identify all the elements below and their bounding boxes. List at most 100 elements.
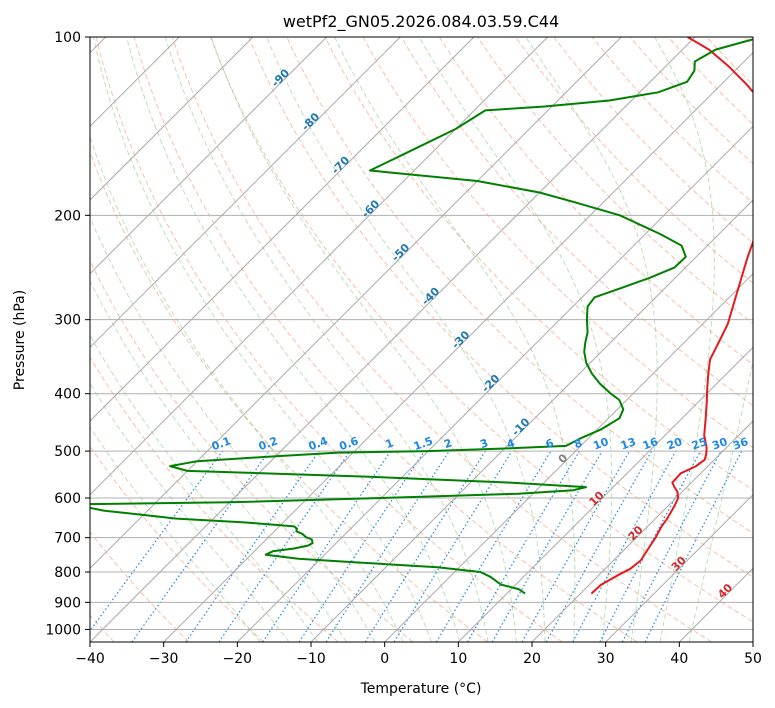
isotherm-line bbox=[236, 125, 753, 642]
dry-adiabat-line bbox=[210, 37, 753, 623]
mixing-ratio-label: 8 bbox=[572, 436, 584, 451]
moist-adiabat-line bbox=[266, 37, 546, 642]
isotherm-line bbox=[531, 420, 753, 642]
isobar-grid bbox=[90, 37, 753, 630]
isotherm-line bbox=[90, 37, 549, 496]
moist-adiabats bbox=[90, 37, 753, 642]
x-tick-label: −20 bbox=[223, 651, 253, 667]
chart-title: wetPf2_GN05.2026.084.03.59.C44 bbox=[283, 12, 559, 32]
moist-adiabat-line bbox=[525, 37, 658, 642]
dry-adiabat-line bbox=[90, 356, 339, 642]
mixing-ratio-label: 36 bbox=[731, 435, 750, 453]
y-tick-label: 1000 bbox=[45, 622, 81, 638]
moist-adiabat-line bbox=[90, 215, 376, 642]
mixing-ratio-line bbox=[185, 450, 320, 642]
mixing-ratio-label: 4 bbox=[505, 436, 517, 451]
dry-adiabat-line bbox=[324, 37, 753, 491]
moist-adiabat-line bbox=[164, 37, 489, 642]
isotherm-line bbox=[384, 272, 753, 642]
isotherm-line bbox=[310, 199, 753, 642]
dry-adiabat-line bbox=[438, 37, 753, 366]
mixing-ratio-label: 0.4 bbox=[307, 434, 330, 453]
dry-adiabat-line bbox=[133, 37, 638, 642]
mixing-ratio-label: 3 bbox=[478, 436, 490, 451]
x-tick-label: 0 bbox=[380, 651, 389, 667]
mixing-ratio-label: 0.1 bbox=[210, 434, 233, 453]
x-tick-label: 20 bbox=[523, 651, 541, 667]
dry-adiabat-line bbox=[591, 37, 753, 204]
temperature-profile-line bbox=[590, 37, 753, 595]
mixing-ratio-line bbox=[435, 450, 552, 642]
moist-adiabat-line bbox=[90, 382, 290, 642]
y-tick-label: 400 bbox=[54, 387, 81, 403]
x-tick-label: 40 bbox=[670, 651, 688, 667]
mixing-ratio-line bbox=[325, 450, 450, 642]
dry-adiabat-line bbox=[90, 259, 414, 642]
mixing-ratio-label: 1.5 bbox=[412, 434, 435, 453]
moist-adiabat-line bbox=[90, 135, 404, 642]
x-tick-label: −10 bbox=[296, 651, 326, 667]
dry-adiabat-line bbox=[95, 37, 563, 642]
mixing-ratio-label: 1 bbox=[384, 436, 396, 451]
mixing-ratio-line bbox=[466, 450, 580, 642]
moist-adiabat-line bbox=[654, 37, 715, 642]
x-tick-label: 50 bbox=[744, 651, 762, 667]
isotherm-line bbox=[90, 37, 696, 642]
dry-adiabat-line bbox=[171, 37, 712, 642]
mixing-ratio-label: 30 bbox=[710, 435, 729, 453]
mixing-ratio-label: 20 bbox=[665, 435, 684, 453]
mixing-ratio-line bbox=[90, 450, 223, 632]
isotherm-line bbox=[90, 37, 475, 422]
mixing-ratio-line bbox=[131, 450, 270, 642]
y-tick-label: 100 bbox=[54, 30, 81, 46]
mixing-ratio-line bbox=[491, 450, 603, 642]
mixing-ratio-line bbox=[364, 450, 486, 642]
mixing-ratio-label: 10 bbox=[591, 435, 610, 453]
mixing-ratio-label: 25 bbox=[690, 435, 709, 452]
profile-series bbox=[90, 37, 753, 595]
y-tick-label: 500 bbox=[54, 444, 81, 460]
x-tick-label: 30 bbox=[597, 651, 615, 667]
isotherm-line bbox=[457, 346, 753, 642]
moist-adiabat-line bbox=[210, 37, 517, 642]
isotherm-line bbox=[605, 493, 753, 642]
dewpoint-profile-line bbox=[90, 38, 753, 595]
x-tick-label: −40 bbox=[75, 651, 105, 667]
moist-adiabat-line bbox=[418, 37, 613, 642]
dry-adiabat-line bbox=[286, 37, 753, 534]
y-tick-label: 700 bbox=[54, 531, 81, 547]
dry-adiabat-line bbox=[90, 150, 488, 642]
mixing-ratio-label: 13 bbox=[619, 435, 638, 452]
y-axis-ticks: 100 200 300 400 500 600 700 800 900 1000 bbox=[45, 30, 90, 638]
mixing-ratio-label: 16 bbox=[641, 435, 660, 453]
dry-adiabat-line bbox=[553, 37, 753, 244]
mixing-ratio-lines bbox=[90, 450, 743, 642]
mixing-ratio-label: 0.6 bbox=[338, 434, 361, 453]
y-tick-label: 200 bbox=[54, 208, 81, 224]
dry-adiabat-line bbox=[90, 531, 190, 642]
y-tick-label: 800 bbox=[54, 565, 81, 581]
plot-frame bbox=[89, 36, 754, 643]
isotherm-line bbox=[90, 37, 622, 570]
y-tick-label: 900 bbox=[54, 595, 81, 611]
isotherm-line bbox=[163, 51, 753, 642]
x-axis-label: Temperature (°C) bbox=[360, 681, 482, 697]
mixing-ratio-line bbox=[218, 450, 351, 642]
x-tick-label: 10 bbox=[449, 651, 467, 667]
moist-adiabat-line bbox=[90, 426, 261, 642]
dry-adiabat-line bbox=[477, 37, 753, 325]
moist-adiabat-line bbox=[90, 334, 319, 642]
plot-area bbox=[90, 37, 753, 642]
mixing-ratio-label: 0.2 bbox=[257, 434, 280, 453]
mixing-ratio-line bbox=[393, 450, 513, 642]
dry-adiabat-line bbox=[248, 37, 753, 578]
y-axis-label: Pressure (hPa) bbox=[12, 290, 28, 390]
x-axis-ticks: −40 −30 −20 −10 0 10 20 30 40 50 bbox=[75, 642, 762, 667]
mixing-ratio-label: 6 bbox=[544, 436, 556, 451]
x-tick-label: −30 bbox=[149, 651, 179, 667]
y-tick-label: 300 bbox=[54, 313, 81, 329]
mixing-ratio-line bbox=[572, 450, 677, 642]
moist-adiabat-line bbox=[688, 358, 753, 642]
isotherm-line bbox=[90, 37, 401, 349]
